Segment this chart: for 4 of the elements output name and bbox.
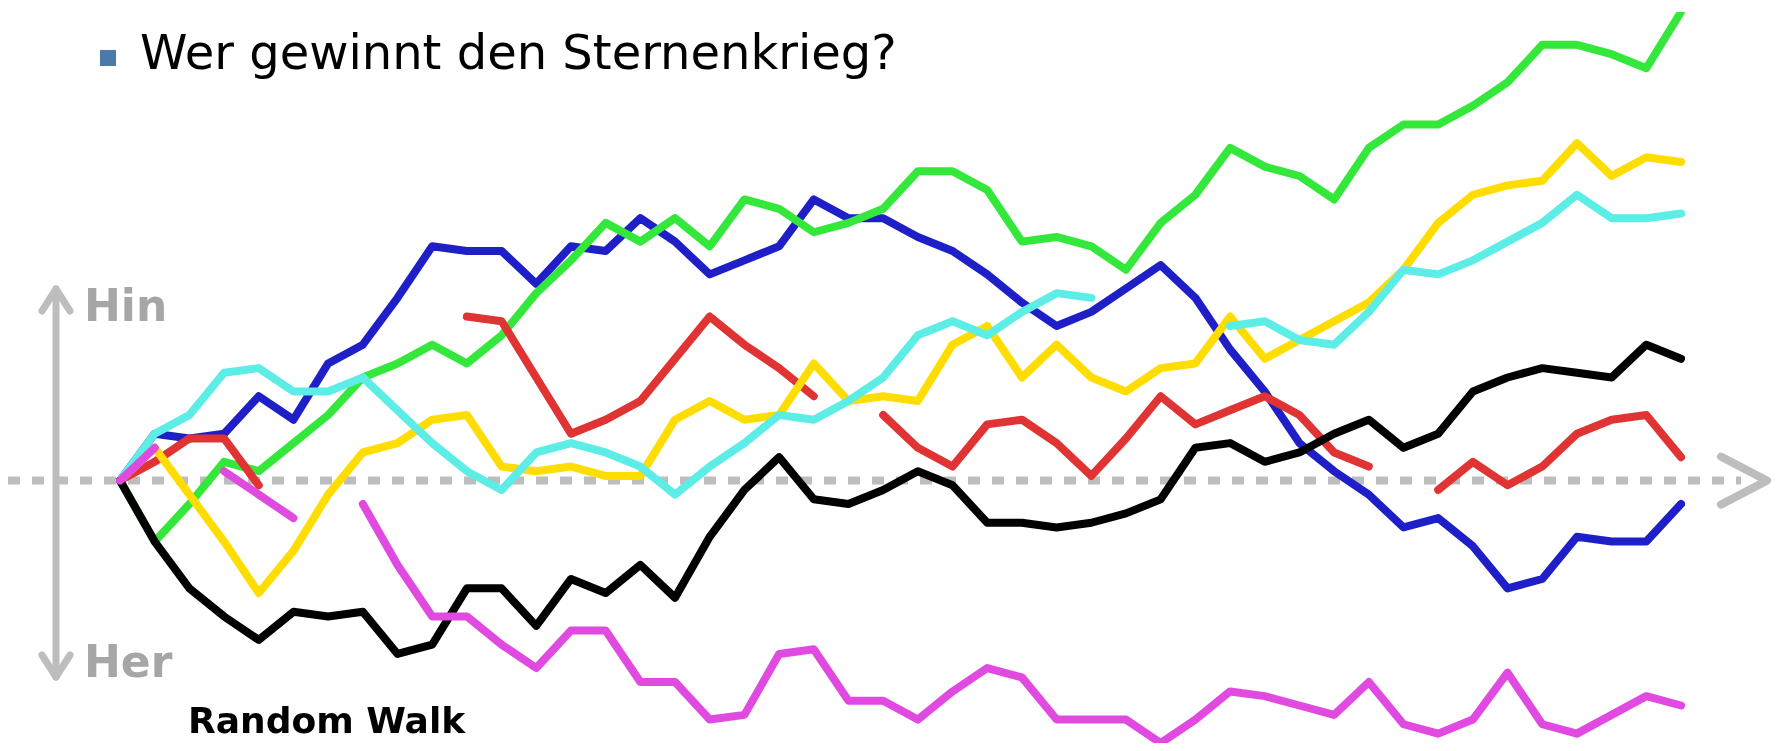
annotation: Her [84, 636, 173, 687]
annotation: Hin [84, 280, 168, 331]
chart-title: Wer gewinnt den Sternenkrieg? [140, 24, 897, 80]
annotation: Random Walk [188, 700, 466, 741]
